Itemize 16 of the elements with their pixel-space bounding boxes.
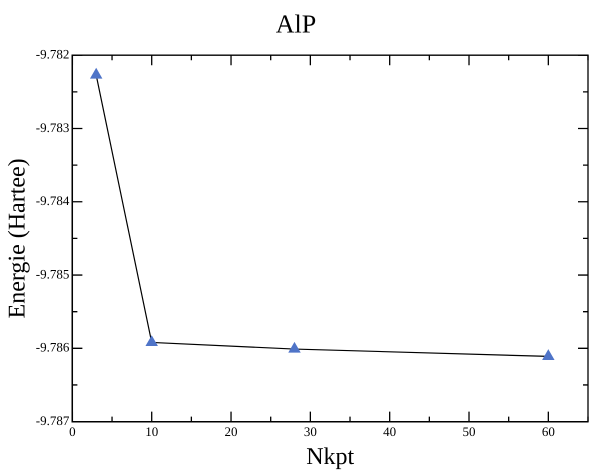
x-tick-label: 30 [304, 424, 317, 439]
x-tick-label: 20 [224, 424, 238, 439]
chart-title: AlP [276, 9, 316, 38]
y-tick-label: -9.784 [36, 193, 70, 208]
x-tick-label: 60 [542, 424, 555, 439]
x-tick-label: 50 [462, 424, 476, 439]
y-axis-title: Energie (Hartee) [4, 158, 31, 318]
y-tick-label: -9.786 [36, 340, 70, 355]
y-tick-label: -9.782 [36, 46, 70, 62]
y-tick-label: -9.785 [36, 266, 70, 282]
x-axis-title: Nkpt [306, 444, 355, 470]
x-tick-label: 10 [145, 424, 158, 439]
x-tick-label: 0 [69, 424, 76, 439]
x-tick-label: 40 [383, 424, 396, 439]
y-tick-label: -9.783 [36, 120, 70, 135]
y-tick-label: -9.787 [36, 413, 70, 428]
